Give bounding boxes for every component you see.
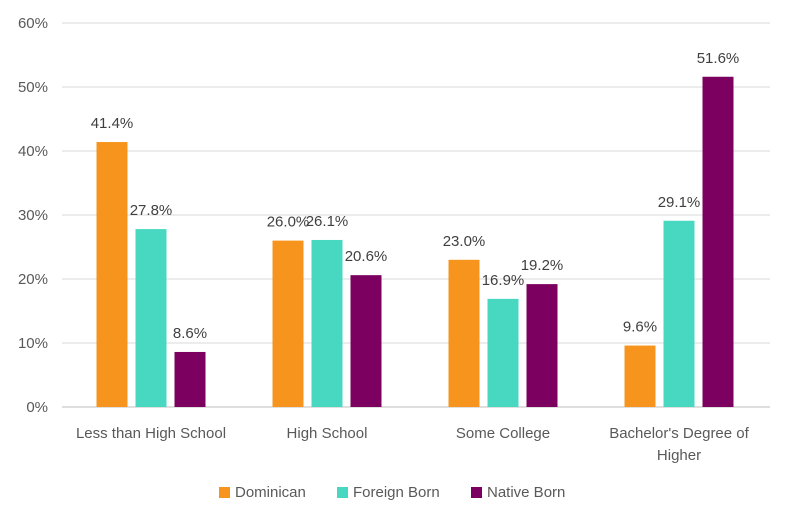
category-label: Bachelor's Degree of bbox=[609, 425, 749, 442]
data-label: 8.6% bbox=[173, 325, 207, 342]
data-label: 26.1% bbox=[306, 213, 349, 230]
legend-label: Dominican bbox=[235, 484, 306, 501]
data-label: 29.1% bbox=[658, 194, 701, 211]
y-tick-label: 50% bbox=[18, 79, 48, 96]
y-tick-label: 40% bbox=[18, 143, 48, 160]
bar-dominican bbox=[448, 259, 480, 407]
bar-foreign-born bbox=[487, 298, 519, 407]
legend-label: Foreign Born bbox=[353, 484, 440, 501]
x-axis-categories: Less than High School High School Some Col… bbox=[76, 425, 750, 464]
y-axis-ticks: 0% 10% 20% 30% 40% 50% 60% bbox=[18, 15, 48, 416]
legend-swatch bbox=[219, 487, 230, 498]
bar-foreign-born bbox=[311, 239, 343, 407]
bar-native-born bbox=[350, 275, 382, 407]
data-label: 51.6% bbox=[697, 50, 740, 67]
bar-dominican bbox=[96, 142, 128, 408]
bar-dominican bbox=[272, 240, 304, 407]
data-label: 16.9% bbox=[482, 272, 525, 289]
y-tick-label: 20% bbox=[18, 271, 48, 288]
legend-swatch bbox=[471, 487, 482, 498]
data-label: 41.4% bbox=[91, 115, 134, 132]
data-label: 23.0% bbox=[443, 233, 486, 250]
bars bbox=[96, 76, 734, 408]
bar-foreign-born bbox=[663, 220, 695, 407]
data-label: 20.6% bbox=[345, 248, 388, 265]
y-tick-label: 0% bbox=[26, 399, 48, 416]
legend-label: Native Born bbox=[487, 484, 565, 501]
category-label: Higher bbox=[657, 447, 701, 464]
bar-native-born bbox=[526, 284, 558, 407]
category-label: Less than High School bbox=[76, 425, 226, 442]
category-label: High School bbox=[287, 425, 368, 442]
bar-dominican bbox=[624, 345, 656, 407]
y-tick-label: 30% bbox=[18, 207, 48, 224]
bar-native-born bbox=[702, 76, 734, 407]
y-tick-label: 60% bbox=[18, 15, 48, 32]
data-label: 26.0% bbox=[267, 214, 310, 231]
gridlines bbox=[62, 22, 770, 408]
legend: Dominican Foreign Born Native Born bbox=[219, 484, 565, 501]
data-labels: 41.4% 26.0% 23.0% 9.6% 27.8% 26.1% 16.9% 29.1% 8… bbox=[91, 50, 740, 342]
category-label: Some College bbox=[456, 425, 550, 442]
data-label: 19.2% bbox=[521, 257, 564, 274]
bar-foreign-born bbox=[135, 229, 167, 407]
y-tick-label: 10% bbox=[18, 335, 48, 352]
bar-native-born bbox=[174, 351, 206, 407]
data-label: 9.6% bbox=[623, 319, 657, 336]
legend-swatch bbox=[337, 487, 348, 498]
data-label: 27.8% bbox=[130, 202, 173, 219]
